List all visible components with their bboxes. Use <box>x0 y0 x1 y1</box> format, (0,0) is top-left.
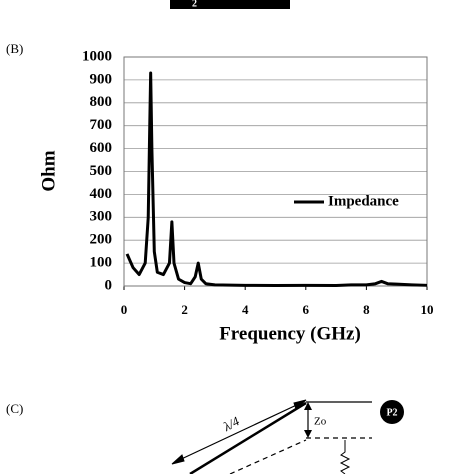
port-label: P2 <box>386 407 397 418</box>
legend-label: Impedance <box>328 193 399 209</box>
y-tick-label: 100 <box>90 255 113 271</box>
data-line <box>125 71 428 288</box>
x-tick-label: 10 <box>421 302 434 317</box>
y-tick-label: 800 <box>90 94 113 110</box>
top-fragment: 2 <box>192 0 197 9</box>
y-tick-label: 700 <box>90 117 113 133</box>
y-tick-label: 1000 <box>82 48 112 64</box>
arrow-head <box>304 402 312 410</box>
impedance-label: Zo <box>314 416 327 428</box>
top-bar <box>170 0 290 9</box>
arrow-head <box>293 399 307 410</box>
resistor <box>339 440 351 474</box>
chart: 0 100 200 300 400 500 600 700 800 900 1000 0 2 4 6 8 10 F… <box>38 48 433 344</box>
arrow-head <box>304 430 312 438</box>
length-arrow <box>174 401 304 463</box>
arrow-head <box>171 454 185 465</box>
y-tick-label: 600 <box>90 140 113 156</box>
x-tick-label: 6 <box>303 302 310 317</box>
port-circle <box>380 400 404 424</box>
y-tick-label: 300 <box>90 209 113 225</box>
x-tick-label: 0 <box>121 302 128 317</box>
length-label: λ/4 <box>220 413 242 434</box>
y-axis-title: Ohm <box>38 150 59 191</box>
diagram <box>171 399 372 474</box>
panel-label: (B) <box>6 41 23 56</box>
panel-label: (C) <box>6 401 23 416</box>
x-tick-label: 2 <box>181 302 188 317</box>
y-tick-label: 500 <box>90 163 113 179</box>
x-tick-label: 4 <box>242 302 249 317</box>
y-tick-label: 900 <box>90 71 113 87</box>
y-tick-label: 200 <box>90 232 113 248</box>
y-tick-label: 400 <box>90 186 113 202</box>
transmission-line <box>189 401 307 474</box>
y-tick-label: 0 <box>105 277 113 293</box>
x-axis-title: Frequency (GHz) <box>219 323 361 344</box>
x-tick-label: 8 <box>363 302 370 317</box>
dashed-line <box>229 439 307 474</box>
